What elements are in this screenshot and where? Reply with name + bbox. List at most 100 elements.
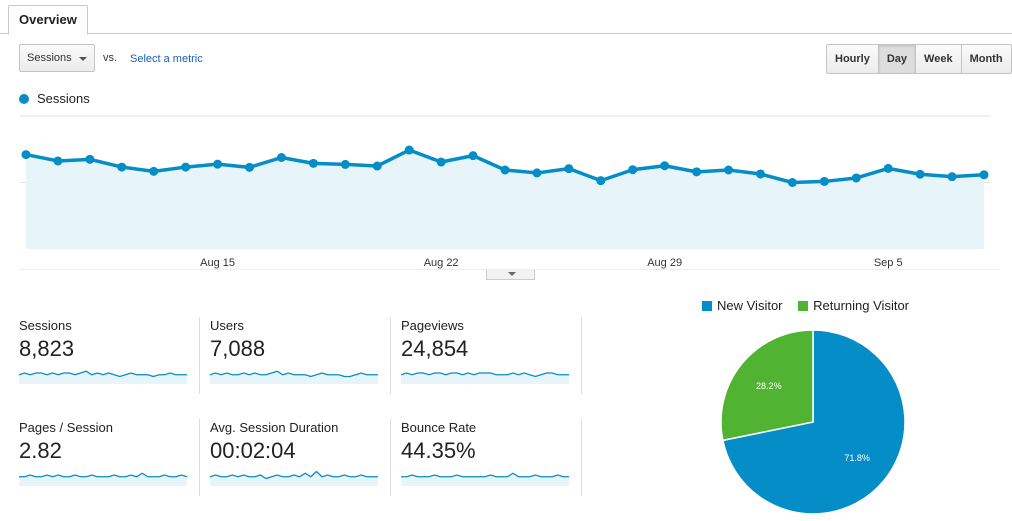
data-point: [755, 169, 765, 179]
metric-value: 2.82: [19, 438, 62, 463]
metric-name: Sessions: [19, 318, 72, 333]
x-tick-label: Aug 22: [424, 257, 459, 269]
data-point: [851, 173, 861, 183]
data-point: [660, 161, 670, 171]
data-point: [308, 158, 318, 168]
x-tick-label: Sep 5: [874, 257, 903, 269]
pie-legend-label: New Visitor: [717, 298, 783, 313]
data-point: [21, 150, 31, 160]
period-day-button[interactable]: Day: [877, 44, 917, 74]
metric-pageviews[interactable]: Pageviews 24,854: [401, 318, 581, 388]
divider: [390, 317, 391, 394]
pie-legend-item-returning: Returning Visitor: [798, 298, 909, 313]
data-point: [564, 164, 574, 174]
collapse-chart-handle[interactable]: [486, 270, 535, 280]
metric-value: 24,854: [401, 336, 469, 361]
sparkline-area: [19, 371, 187, 384]
pie-slice-label: 71.8%: [844, 453, 870, 463]
sparkline-area: [401, 373, 569, 384]
sparkline-line: [19, 370, 187, 378]
data-point: [915, 169, 925, 179]
legend-dot-icon: [19, 94, 29, 104]
select-metric-link[interactable]: Select a metric: [130, 53, 203, 65]
sparkline-line: [401, 372, 569, 378]
pie-slice: [720, 329, 814, 442]
divider: [390, 419, 391, 496]
data-point: [436, 157, 446, 167]
data-point: [628, 165, 638, 175]
swatch-icon: [798, 301, 809, 311]
metric-sessions[interactable]: Sessions 8,823: [19, 318, 199, 388]
metric-value: 7,088: [210, 336, 266, 361]
metric-name: Avg. Session Duration: [210, 420, 339, 435]
data-point: [340, 159, 350, 169]
data-point: [181, 162, 191, 172]
period-hourly-button[interactable]: Hourly: [826, 44, 879, 74]
tab-overview[interactable]: Overview: [8, 5, 88, 35]
vs-label: vs.: [103, 52, 118, 64]
data-point: [819, 176, 829, 186]
x-tick-label: Aug 29: [647, 257, 682, 269]
pie-legend-item-new: New Visitor: [702, 298, 783, 313]
tab-bar: Overview: [0, 0, 1012, 35]
sparkline: [19, 370, 187, 384]
metric-avg-session-duration[interactable]: Avg. Session Duration 00:02:04: [210, 420, 390, 490]
sparkline-area: [210, 371, 378, 384]
period-toggle-group: Hourly Day Week Month: [826, 44, 1012, 74]
data-point: [404, 145, 414, 155]
pie-slice-label: 28.2%: [756, 381, 782, 391]
metric-bounce-rate[interactable]: Bounce Rate 44.35%: [401, 420, 581, 490]
x-tick-label: Aug 15: [200, 257, 235, 269]
data-point: [979, 170, 989, 180]
sparkline-line: [19, 472, 188, 478]
y-tick-label: 500: [29, 110, 47, 113]
data-point: [372, 161, 382, 171]
pie-legend: New Visitor Returning Visitor: [702, 298, 921, 313]
data-point: [149, 166, 159, 176]
data-point: [532, 168, 542, 178]
metric-name: Pageviews: [401, 318, 464, 333]
legend-sessions-label: Sessions: [37, 91, 90, 106]
data-point: [276, 152, 286, 162]
pie-legend-label: Returning Visitor: [813, 298, 910, 313]
sparkline-line: [210, 370, 378, 378]
data-point: [468, 151, 478, 161]
sparkline: [210, 470, 378, 486]
data-point: [596, 176, 606, 186]
metric-pages-per-session[interactable]: Pages / Session 2.82: [19, 420, 199, 490]
divider: [581, 317, 582, 394]
data-point: [500, 165, 510, 175]
sparkline-line: [210, 470, 378, 480]
swatch-icon: [702, 301, 712, 311]
sparkline: [19, 472, 188, 486]
divider: [199, 419, 200, 496]
metric-dropdown[interactable]: Sessions: [19, 44, 95, 72]
sparkline: [210, 370, 378, 384]
divider: [199, 317, 200, 394]
chart-legend: Sessions: [19, 91, 90, 106]
data-point: [692, 167, 702, 177]
data-point: [245, 162, 255, 172]
data-point: [883, 163, 893, 173]
data-point: [724, 165, 734, 175]
visitor-pie-chart: 71.8% 28.2%: [720, 329, 906, 515]
sparkline: [401, 472, 569, 486]
metric-users[interactable]: Users 7,088: [210, 318, 390, 388]
data-point: [85, 154, 95, 164]
chevron-down-icon: [79, 57, 87, 61]
period-week-button[interactable]: Week: [915, 44, 962, 74]
sparkline-area: [19, 473, 187, 486]
data-point: [787, 178, 797, 187]
data-point: [53, 156, 63, 166]
data-point: [947, 172, 957, 182]
sparkline-area: [210, 471, 378, 486]
metric-dropdown-label: Sessions: [27, 52, 72, 64]
metric-value: 8,823: [19, 336, 75, 361]
sparkline: [401, 372, 569, 384]
divider: [581, 419, 582, 496]
metric-name: Bounce Rate: [401, 420, 477, 435]
period-month-button[interactable]: Month: [960, 44, 1012, 74]
metric-name: Users: [210, 318, 244, 333]
sparkline-line: [401, 472, 569, 478]
